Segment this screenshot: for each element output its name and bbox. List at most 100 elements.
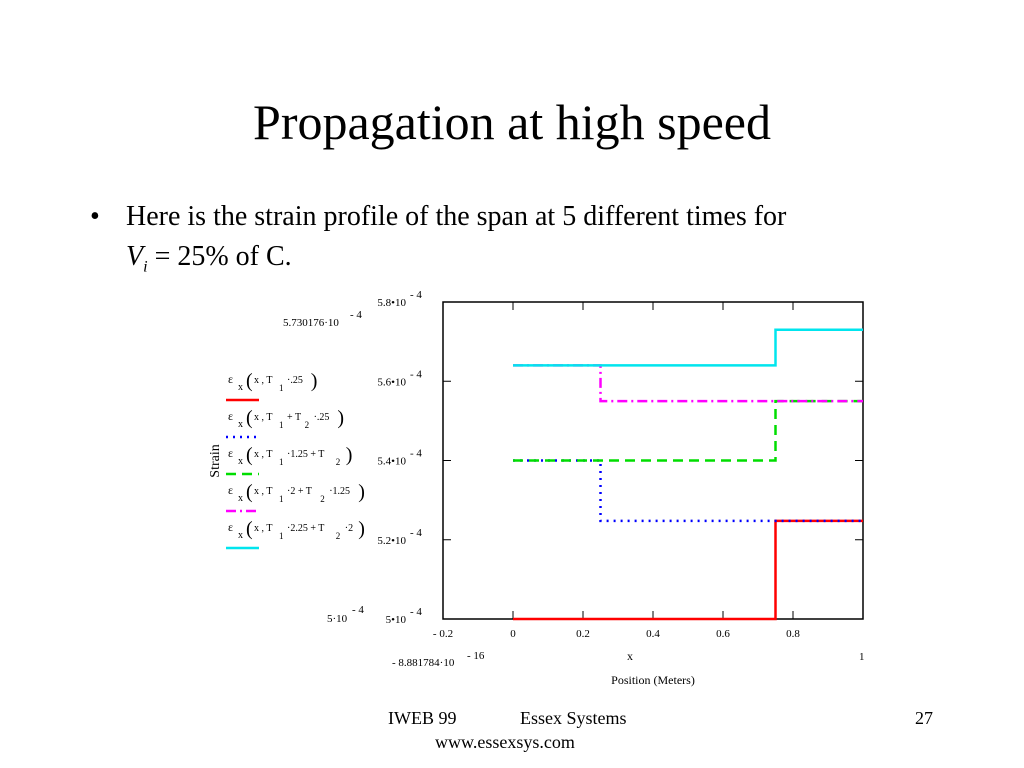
svg-text:x , T: x , T xyxy=(254,486,272,497)
svg-text:): ) xyxy=(346,444,353,466)
svg-text:): ) xyxy=(358,518,365,540)
svg-text:5.4•10: 5.4•10 xyxy=(377,456,406,468)
legend-entry-4: εx(x , T 1·2 + T 2 ·1.25) xyxy=(228,481,365,504)
svg-text:(: ( xyxy=(246,370,253,392)
y-tick-label-0: 5•10- 4 xyxy=(386,606,423,626)
svg-text:- 4: - 4 xyxy=(410,606,422,618)
svg-text:x: x xyxy=(238,382,243,393)
svg-text:·.25: ·.25 xyxy=(287,375,303,386)
svg-text:ε: ε xyxy=(228,446,233,460)
svg-text:2: 2 xyxy=(305,420,310,430)
x-tick-label-5: 0.8 xyxy=(786,628,800,640)
svg-text:5·10: 5·10 xyxy=(327,613,348,625)
svg-text:ε: ε xyxy=(228,520,233,534)
x-tick-labels: - 0.2 0 0.2 0.4 0.6 0.8 xyxy=(433,628,800,640)
svg-text:(: ( xyxy=(246,444,253,466)
series-line-4 xyxy=(513,364,863,403)
svg-text:2: 2 xyxy=(320,494,325,504)
svg-text:(: ( xyxy=(246,407,253,429)
svg-text:1: 1 xyxy=(279,383,284,393)
footer-conference: IWEB 99 xyxy=(388,708,457,728)
x-tick-label-3: 0.4 xyxy=(646,628,660,640)
svg-text:x , T: x , T xyxy=(254,449,272,460)
svg-text:1: 1 xyxy=(279,494,284,504)
svg-text:- 4: - 4 xyxy=(410,527,422,539)
svg-text:): ) xyxy=(337,407,344,429)
svg-text:·2: ·2 xyxy=(345,523,353,534)
svg-text:- 8.881784·10: - 8.881784·10 xyxy=(392,657,455,669)
svg-text:- 4: - 4 xyxy=(350,309,362,321)
svg-text:·1.25 + T: ·1.25 + T xyxy=(287,449,324,460)
svg-text:(: ( xyxy=(246,518,253,540)
legend: εx(x , T1·.25)εx(x , T1+ T2·.25)εx(x , T… xyxy=(226,370,365,550)
svg-text:x: x xyxy=(238,456,243,467)
svg-text:- 4: - 4 xyxy=(352,604,364,616)
svg-text:5.730176·10: 5.730176·10 xyxy=(283,317,339,329)
range-label-xmin: - 8.881784·10 - 16 xyxy=(392,650,485,669)
slide-title: Propagation at high speed xyxy=(253,94,771,150)
legend-entry-1: εx(x , T 1·.25) xyxy=(228,370,317,393)
bullet-marker: • xyxy=(90,201,100,232)
series-line-3 xyxy=(513,399,863,462)
x-axis-var-label: x xyxy=(627,649,633,663)
svg-text:1: 1 xyxy=(279,531,284,541)
x-tick-label-1: 0 xyxy=(510,628,516,640)
legend-entry-5: εx(x , T 1·2.25 + T 2 ·2) xyxy=(228,518,365,541)
velocity-symbol: V xyxy=(126,241,144,272)
y-tick-labels: 5•10- 45.2•10- 45.4•10- 45.6•10- 45.8•10… xyxy=(377,289,422,626)
svg-text:x , T: x , T xyxy=(254,412,272,423)
svg-text:1: 1 xyxy=(279,420,284,430)
x-tick-label-2: 0.2 xyxy=(576,628,590,640)
svg-text:): ) xyxy=(358,481,365,503)
x-tick-label-0: - 0.2 xyxy=(433,628,453,640)
legend-entry-3: εx(x , T 1·1.25 + T 2) xyxy=(228,444,352,467)
x-tick-label-4: 0.6 xyxy=(716,628,730,640)
range-label-xmax: 1 xyxy=(859,651,865,663)
bullet-text-line1: Here is the strain profile of the span a… xyxy=(126,201,787,232)
svg-text:- 4: - 4 xyxy=(410,289,422,301)
y-tick-label-1: 5.2•10 - 4 xyxy=(377,527,422,547)
footer-url: www.essexsys.com xyxy=(435,732,575,752)
svg-text:ε: ε xyxy=(228,409,233,423)
series-line-2 xyxy=(513,459,863,523)
legend-entry-2: εx(x , T 1+ T 2 ·.25) xyxy=(228,407,344,430)
footer-page-number: 27 xyxy=(915,708,933,728)
svg-text:x: x xyxy=(238,530,243,541)
y-axis-label: Strain xyxy=(208,444,223,477)
velocity-subscript: i xyxy=(143,258,148,276)
svg-text:- 4: - 4 xyxy=(410,368,422,380)
svg-text:+ T: + T xyxy=(287,412,301,423)
svg-text:): ) xyxy=(311,370,318,392)
svg-text:- 16: - 16 xyxy=(467,650,485,662)
svg-text:·.25: ·.25 xyxy=(314,412,330,423)
svg-text:·1.25: ·1.25 xyxy=(329,486,350,497)
x-axis-label: Position (Meters) xyxy=(611,673,695,687)
svg-text:5.8•10: 5.8•10 xyxy=(377,297,406,309)
svg-text:ε: ε xyxy=(228,483,233,497)
svg-text:5•10: 5•10 xyxy=(386,614,407,626)
y-tick-label-2: 5.4•10 - 4 xyxy=(377,448,422,468)
svg-text:x: x xyxy=(238,493,243,504)
svg-text:5.6•10: 5.6•10 xyxy=(377,376,406,388)
svg-text:x , T: x , T xyxy=(254,523,272,534)
footer-company: Essex Systems xyxy=(520,708,627,728)
svg-text:x , T: x , T xyxy=(254,375,272,386)
series-group xyxy=(513,328,863,621)
svg-text:·2 + T: ·2 + T xyxy=(287,486,312,497)
range-label-ymax: 5.730176·10 - 4 xyxy=(283,309,362,329)
series-line-1 xyxy=(513,519,863,621)
svg-text:1: 1 xyxy=(279,457,284,467)
y-tick-label-4: 5.8•10 - 4 xyxy=(377,289,422,309)
tick-marks xyxy=(442,301,863,620)
svg-text:2: 2 xyxy=(336,531,341,541)
range-label-ymin: 5·10 - 4 xyxy=(327,604,364,625)
series-line-5 xyxy=(513,328,863,367)
bullet-text-rest: = 25% of C. xyxy=(147,241,292,272)
plot-frame xyxy=(442,301,864,620)
svg-text:·2.25 + T: ·2.25 + T xyxy=(287,523,324,534)
svg-text:(: ( xyxy=(246,481,253,503)
svg-text:x: x xyxy=(238,419,243,430)
svg-text:ε: ε xyxy=(228,372,233,386)
svg-text:- 4: - 4 xyxy=(410,448,422,460)
